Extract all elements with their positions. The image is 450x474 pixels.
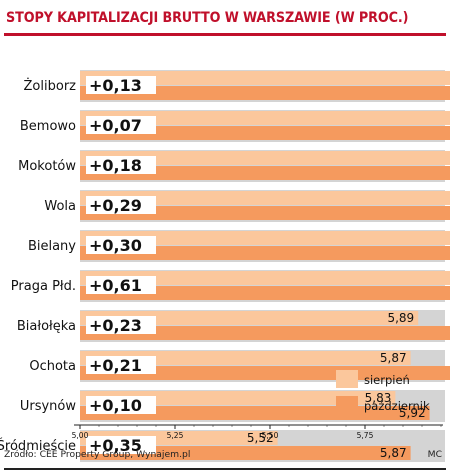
category-label: Ochota [29,359,76,374]
legend-label-październik: październik [364,399,430,413]
bar-sierpień [80,391,396,405]
x-tick-label: 5,00 [72,431,89,440]
bar-sierpień [80,151,450,165]
row-separator [80,302,445,305]
value-label-październik: 5,87 [380,446,407,460]
difference-label: +0,10 [89,396,142,415]
value-label-sierpień: 5,83 [365,391,392,405]
legend-label-sierpień: sierpień [364,373,410,387]
category-label: Żoliborz [24,78,77,94]
bar-październik [80,166,450,180]
bar-październik [80,446,411,460]
difference-box [86,76,156,94]
legend-swatch-październik [336,396,358,414]
row-separator [80,102,445,105]
difference-box [86,356,156,374]
category-label: Wola [44,199,76,214]
difference-box [86,156,156,174]
value-label-sierpień: 5,87 [380,351,407,365]
bar-sierpień [80,231,450,245]
bar-październik [80,206,450,220]
bottom-rule [4,468,446,470]
bar-sierpień [80,271,450,285]
difference-box [86,396,156,414]
x-tick-label: 5,75 [357,431,374,440]
bar-październik [80,126,450,140]
difference-box [86,116,156,134]
difference-label: +0,29 [89,196,142,215]
category-label: Bielany [28,239,76,254]
row-separator [80,222,445,225]
category-label: Śródmieście [0,438,76,454]
difference-label: +0,21 [89,356,142,375]
category-label: Białołęka [17,319,76,334]
row-separator [80,142,445,145]
value-label-sierpień: 5,89 [387,311,414,325]
difference-label: +0,23 [89,316,142,335]
x-tick-label: 5,50 [262,431,279,440]
legend-swatch-sierpień [336,370,358,388]
difference-label: +0,35 [89,436,142,455]
bar-październik [80,286,450,300]
difference-box [86,276,156,294]
bar-sierpień [80,311,419,325]
row-separator [80,182,445,185]
bar-sierpień [80,351,411,365]
value-label-sierpień: 5,52 [247,431,274,445]
x-tick-label: 5,25 [167,431,184,440]
chart-title: STOPY KAPITALIZACJI BRUTTO W WARSZAWIE (… [6,10,409,26]
author-credit: MC [427,449,442,460]
row-separator [80,262,445,265]
category-label: Bemowo [20,119,76,134]
difference-box [86,196,156,214]
row-separator [80,422,445,425]
difference-label: +0,30 [89,236,142,255]
value-label-październik: 5,92 [399,406,426,420]
difference-box [86,236,156,254]
difference-box [86,316,156,334]
difference-label: +0,07 [89,116,142,135]
category-label: Ursynów [20,399,77,414]
difference-label: +0,18 [89,156,142,175]
title-rule [4,33,446,36]
row-separator [80,462,445,465]
source-note: Źródło: CEE Property Group, Wynajem.pl [4,449,191,460]
bar-październik [80,86,450,100]
difference-box [86,436,156,454]
bar-sierpień [80,111,450,125]
bar-październik [80,326,450,340]
row-separator [80,342,445,345]
bar-sierpień [80,191,450,205]
bar-październik [80,246,450,260]
category-label: Praga Płd. [11,279,76,294]
category-label: Mokotów [18,159,76,174]
difference-label: +0,61 [89,276,142,295]
row-separator [80,382,445,385]
bar-sierpień [80,71,450,85]
difference-label: +0,13 [89,76,142,95]
